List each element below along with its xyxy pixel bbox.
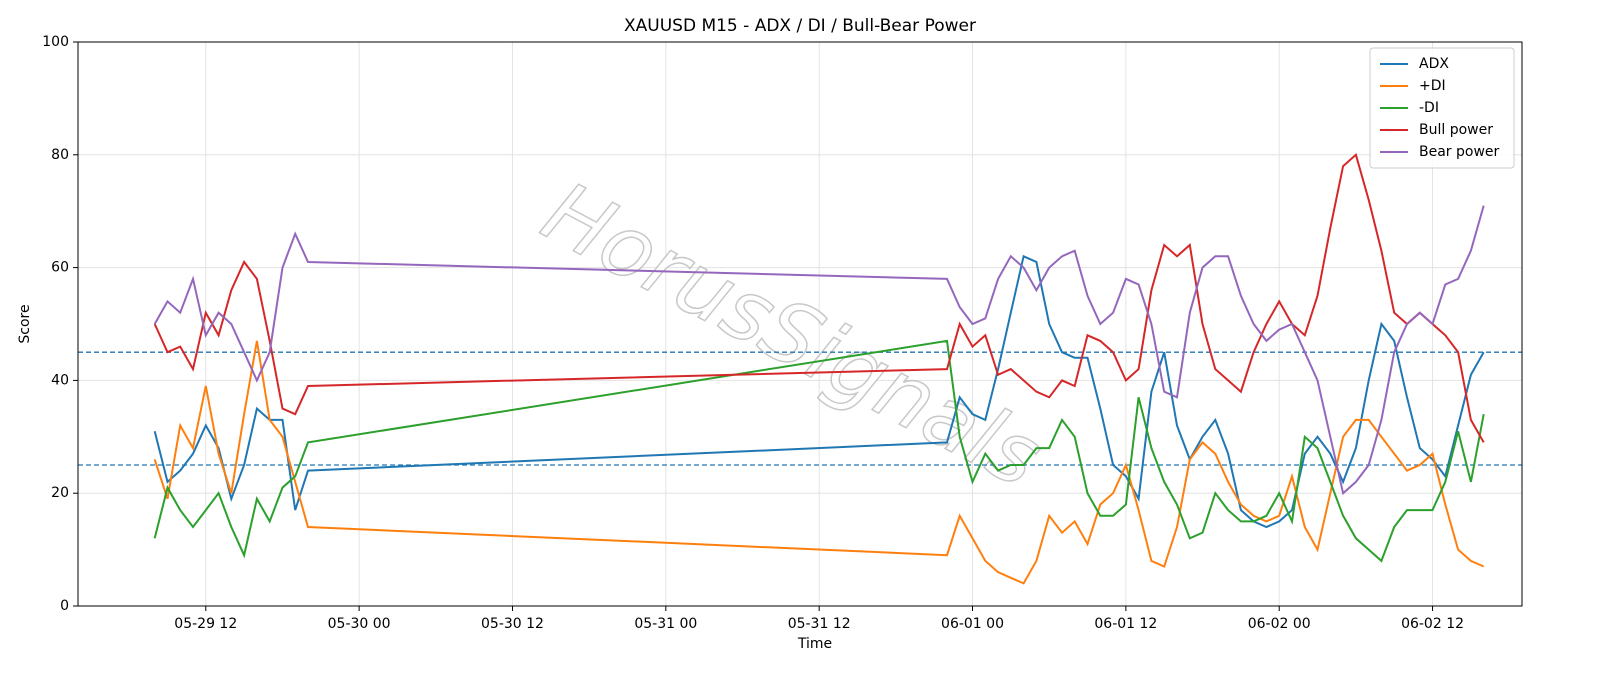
x-tick-label: 06-01 12: [1094, 616, 1157, 632]
legend-box: [1369, 47, 1515, 169]
legend: ADX +DI -DI Bull power Bear power: [1369, 47, 1515, 169]
x-tick-label: 05-29 12: [174, 616, 237, 632]
chart-title: XAUUSD M15 - ADX / DI / Bull-Bear Power: [624, 16, 976, 36]
x-tick-label: 06-01 00: [941, 616, 1004, 632]
series-line: [153, 340, 1485, 585]
y-axis-label: Score: [17, 304, 33, 343]
series-line: [153, 152, 1485, 443]
legend-label: ADX: [1419, 56, 1449, 72]
x-axis-label: Time: [797, 636, 832, 652]
x-tick-label: 06-02 00: [1248, 616, 1311, 632]
legend-label: Bull power: [1419, 122, 1493, 138]
y-tick-label: 100: [42, 34, 69, 50]
y-tick-label: 80: [51, 147, 69, 163]
y-tick-label: 0: [60, 598, 69, 614]
y-tick-label: 20: [51, 485, 69, 501]
y-tick-label: 60: [51, 260, 69, 276]
x-tick-label: 05-31 12: [788, 616, 851, 632]
series-line: [153, 339, 1485, 563]
x-tick-label: 05-31 00: [634, 616, 697, 632]
x-tick-label: 06-02 12: [1401, 616, 1464, 632]
legend-label: Bear power: [1419, 144, 1500, 160]
legend-label: -DI: [1419, 100, 1439, 116]
x-tick-label: 05-30 12: [481, 616, 544, 632]
series-line: [153, 205, 1485, 496]
plot-frame: [77, 41, 1523, 607]
y-tick-label: 40: [51, 372, 69, 388]
legend-label: +DI: [1419, 78, 1446, 94]
x-tick-label: 05-30 00: [328, 616, 391, 632]
